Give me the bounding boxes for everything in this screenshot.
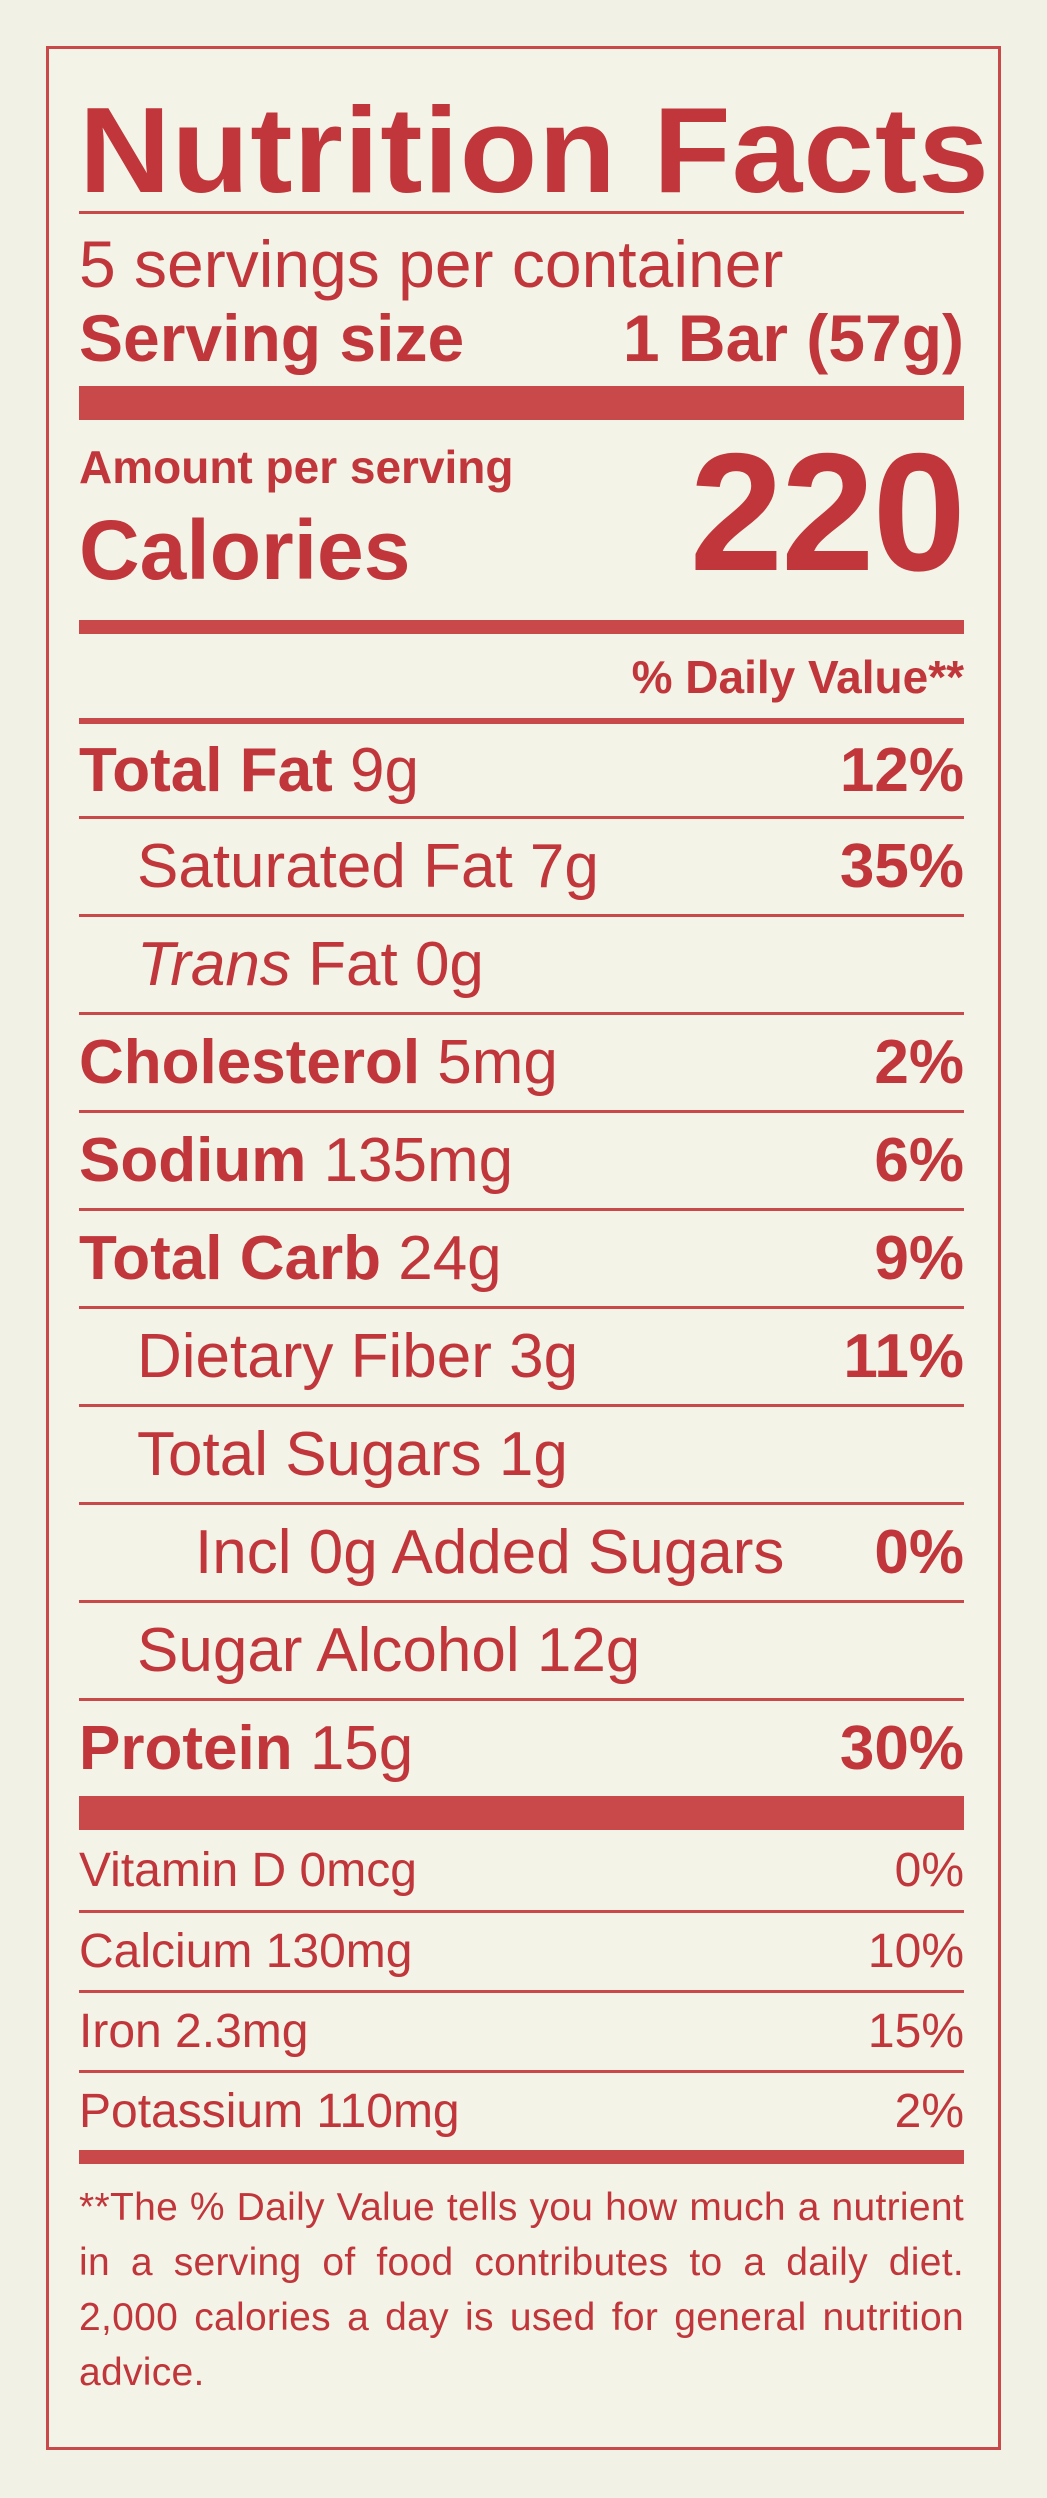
vitamin-row-calcium: Calcium 130mg 10% xyxy=(79,1910,964,1990)
medium-divider-footnote xyxy=(79,2150,964,2164)
thick-divider-vitamins xyxy=(79,1796,964,1830)
nutrient-row-cholesterol: Cholesterol 5mg 2% xyxy=(79,1012,964,1110)
nutrition-label: Nutrition Facts 5 servings per container… xyxy=(46,46,1001,2450)
medium-divider xyxy=(79,620,964,634)
calories-value: 220 xyxy=(689,418,966,606)
serving-size: Serving size 1 Bar (57g) xyxy=(79,300,964,376)
nutrient-row-saturated-fat: Saturated Fat 7g 35% xyxy=(79,816,964,914)
nutrient-row-total-sugars: Total Sugars 1g xyxy=(79,1404,964,1502)
vitamin-row-potassium: Potassium 110mg 2% xyxy=(79,2070,964,2150)
daily-value-header: % Daily Value** xyxy=(631,651,964,703)
nutrient-row-protein: Protein 15g 30% xyxy=(79,1698,964,1796)
calories-block: Amount per serving Calories 220 xyxy=(79,418,966,620)
nutrient-row-total-fat: Total Fat 9g 12% xyxy=(79,718,964,816)
vitamin-row-iron: Iron 2.3mg 15% xyxy=(79,1990,964,2070)
serving-size-label: Serving size xyxy=(79,301,465,375)
amount-per-serving: Amount per serving xyxy=(79,441,514,493)
footnote: **The % Daily Value tells you how much a… xyxy=(79,2186,964,2394)
nutrient-row-sugar-alcohol: Sugar Alcohol 12g xyxy=(79,1600,964,1698)
servings-per-container: 5 servings per container xyxy=(79,227,784,301)
nutrient-row-dietary-fiber: Dietary Fiber 3g 11% xyxy=(79,1306,964,1404)
divider xyxy=(79,211,964,214)
calories-label: Calories xyxy=(79,503,411,597)
nutrient-row-total-carb: Total Carb 24g 9% xyxy=(79,1208,964,1306)
nutrient-row-trans-fat: Trans Fat 0g xyxy=(79,914,964,1012)
thick-divider xyxy=(79,386,964,420)
serving-size-value: 1 Bar (57g) xyxy=(622,301,964,375)
vitamin-row-vitamin-d: Vitamin D 0mcg 0% xyxy=(79,1843,964,1897)
nutrient-row-added-sugars: Incl 0g Added Sugars 0% xyxy=(79,1502,964,1600)
label-title: Nutrition Facts xyxy=(79,82,990,218)
nutrient-row-sodium: Sodium 135mg 6% xyxy=(79,1110,964,1208)
